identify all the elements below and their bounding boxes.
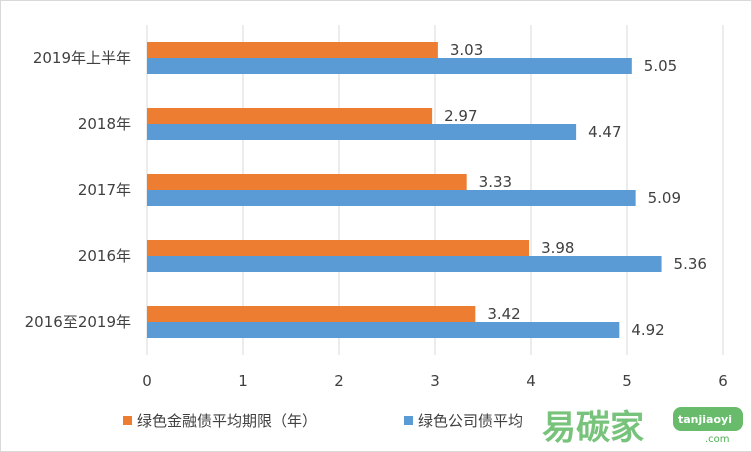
watermark-badge-text: tanjiaoyi [678, 413, 732, 426]
x-tick-label: 2 [334, 372, 344, 390]
data-label-series-2: 5.09 [648, 189, 681, 207]
bar-series-2 [147, 190, 636, 206]
data-label-series-1: 3.42 [487, 305, 520, 323]
data-label-series-1: 3.03 [450, 41, 483, 59]
bar-series-1 [147, 174, 467, 190]
category-labels: 2019年上半年 2018年 2017年 2016年 2016至2019年 [25, 49, 131, 331]
bars [147, 42, 662, 338]
x-tick-label: 4 [526, 372, 536, 390]
legend-swatch-series-2 [404, 416, 413, 425]
watermark: 易碳家 tanjiaoyi .com [542, 407, 743, 448]
data-label-series-2: 5.36 [674, 255, 707, 273]
x-tick-label: 3 [430, 372, 440, 390]
x-tick-label: 5 [622, 372, 632, 390]
data-label-series-1: 3.33 [479, 173, 512, 191]
category-label: 2017年 [78, 181, 131, 199]
bar-series-1 [147, 306, 476, 322]
data-label-series-2: 4.92 [631, 321, 664, 339]
x-tick-label: 1 [238, 372, 248, 390]
bar-series-2 [147, 124, 577, 140]
bar-series-1 [147, 240, 530, 256]
watermark-text: 易碳家 [542, 408, 644, 448]
bar-series-2 [147, 58, 632, 74]
legend: 绿色金融债平均期限（年） 绿色公司债平均 [123, 412, 523, 430]
x-tick-labels: 0 1 2 3 4 5 6 [142, 372, 728, 390]
watermark-domain: .com [705, 434, 730, 445]
x-tick-label: 6 [718, 372, 728, 390]
bar-series-1 [147, 108, 433, 124]
category-label: 2016年 [78, 247, 131, 265]
data-labels: 3.03 5.05 2.97 4.47 3.33 5.09 3.98 5.36 3.42 4.92 [444, 41, 707, 339]
legend-label-series-1: 绿色金融债平均期限（年） [137, 412, 317, 430]
data-label-series-1: 3.98 [541, 239, 574, 257]
category-label: 2018年 [78, 115, 131, 133]
data-label-series-2: 4.47 [588, 123, 621, 141]
watermark-badge [673, 407, 743, 431]
data-label-series-1: 2.97 [444, 107, 477, 125]
data-label-series-2: 5.05 [644, 57, 677, 75]
bar-series-2 [147, 322, 620, 338]
category-label: 2016至2019年 [25, 313, 131, 331]
bar-series-1 [147, 42, 438, 58]
category-label: 2019年上半年 [33, 49, 131, 67]
legend-label-series-2: 绿色公司债平均 [418, 412, 523, 430]
bar-series-2 [147, 256, 662, 272]
legend-swatch-series-1 [123, 416, 132, 425]
x-tick-label: 0 [142, 372, 152, 390]
